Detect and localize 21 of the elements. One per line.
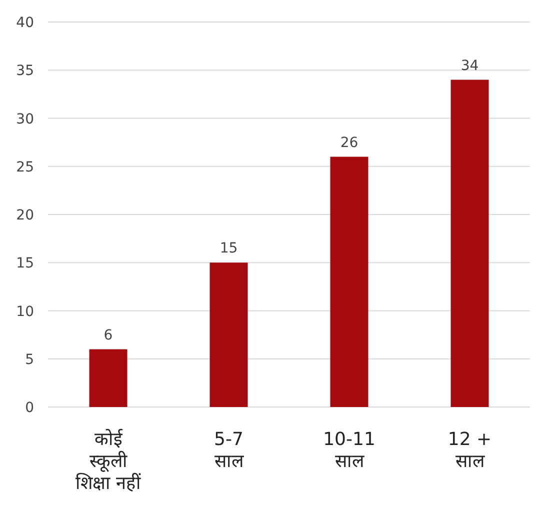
y-tick-label: 30 (16, 111, 34, 128)
y-tick-label: 25 (16, 159, 34, 176)
bar (330, 156, 368, 407)
y-tick-label: 10 (16, 304, 34, 320)
data-label: 6 (104, 327, 113, 344)
y-tick-label: 0 (25, 400, 34, 416)
y-tick-label: 20 (16, 208, 34, 224)
bar (89, 349, 128, 407)
y-tick-label: 40 (16, 15, 34, 31)
bar (210, 262, 248, 407)
y-tick-label: 5 (25, 352, 34, 368)
x-tick-label: कोई स्कूली शिक्षा नहीं (75, 428, 142, 494)
y-tick-label: 15 (16, 256, 34, 272)
x-tick-label: 5-7 साल (214, 429, 244, 472)
data-label: 34 (460, 58, 479, 74)
y-tick-label: 35 (16, 63, 34, 80)
x-tick-label: 10-11 साल (323, 429, 376, 472)
x-tick-label: 12 + साल (448, 429, 492, 472)
data-label: 15 (220, 240, 238, 257)
bar (450, 80, 489, 407)
data-label: 26 (340, 134, 358, 151)
